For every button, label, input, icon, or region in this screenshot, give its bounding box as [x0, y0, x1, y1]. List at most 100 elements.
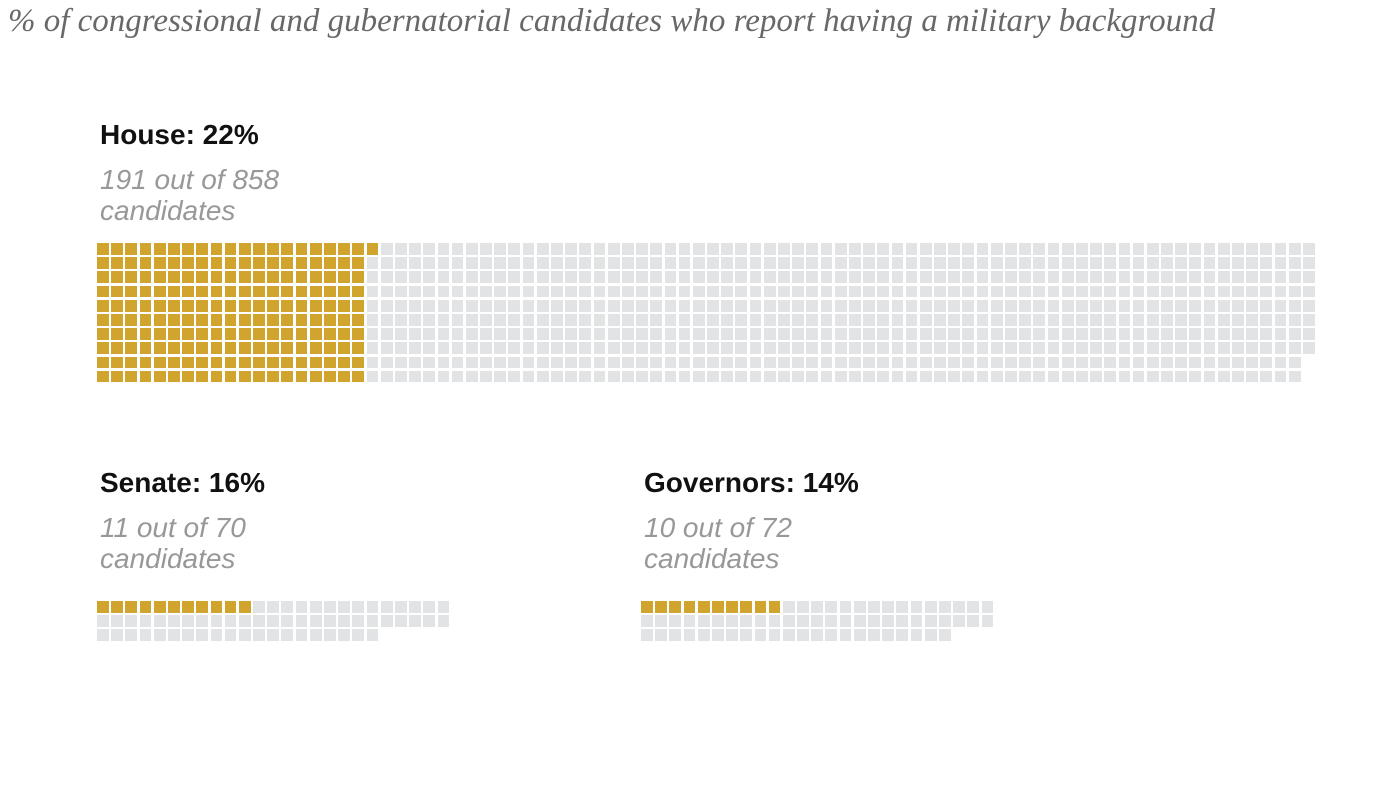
empty-cell — [735, 370, 748, 383]
filled-cell — [167, 313, 180, 326]
empty-cell — [394, 313, 407, 326]
empty-cell — [877, 271, 890, 284]
filled-cell — [97, 601, 109, 613]
empty-cell — [394, 370, 407, 383]
empty-cell — [962, 328, 975, 340]
empty-cell — [593, 271, 606, 284]
empty-cell — [551, 370, 563, 383]
filled-cell — [352, 243, 365, 255]
empty-cell — [650, 285, 663, 298]
empty-cell — [451, 313, 464, 326]
empty-cell — [380, 615, 393, 627]
empty-cell — [778, 285, 790, 298]
empty-cell — [1005, 342, 1017, 355]
filled-cell — [125, 342, 138, 355]
filled-cell — [324, 328, 336, 340]
empty-cell — [1189, 313, 1202, 326]
empty-cell — [655, 615, 667, 627]
empty-cell — [669, 629, 682, 642]
empty-cell — [1232, 370, 1244, 383]
empty-cell — [1075, 370, 1088, 383]
filled-cell — [196, 313, 209, 326]
filled-cell — [167, 271, 180, 284]
empty-cell — [749, 285, 762, 298]
empty-cell — [1047, 257, 1060, 269]
empty-cell — [1161, 271, 1173, 284]
empty-cell — [726, 629, 738, 642]
empty-cell — [508, 257, 521, 269]
empty-cell — [522, 299, 535, 312]
empty-cell — [451, 299, 464, 312]
empty-cell — [905, 299, 918, 312]
empty-cell — [919, 328, 932, 340]
waffle-row — [97, 629, 452, 643]
empty-cell — [366, 601, 379, 613]
empty-cell — [919, 243, 932, 255]
empty-cell — [735, 271, 748, 284]
empty-cell — [1232, 299, 1244, 312]
waffle-row — [97, 257, 1317, 271]
empty-cell — [863, 342, 875, 355]
empty-cell — [1175, 257, 1188, 269]
empty-cell — [1161, 257, 1173, 269]
empty-cell — [1161, 328, 1173, 340]
filled-cell — [210, 313, 223, 326]
empty-cell — [655, 629, 667, 642]
filled-cell — [338, 370, 350, 383]
empty-cell — [641, 629, 653, 642]
empty-cell — [778, 257, 790, 269]
empty-cell — [295, 629, 308, 642]
empty-cell — [1189, 257, 1202, 269]
empty-cell — [763, 271, 776, 284]
filled-cell — [125, 285, 138, 298]
empty-cell — [536, 356, 549, 369]
filled-cell — [125, 601, 138, 613]
empty-cell — [423, 271, 436, 284]
empty-cell — [1061, 271, 1074, 284]
filled-cell — [253, 328, 265, 340]
empty-cell — [763, 243, 776, 255]
filled-cell — [182, 299, 194, 312]
empty-cell — [522, 243, 535, 255]
empty-cell — [877, 243, 890, 255]
empty-cell — [1132, 313, 1145, 326]
filled-cell — [352, 299, 365, 312]
empty-cell — [167, 615, 180, 627]
filled-cell — [641, 601, 653, 613]
empty-cell — [409, 271, 421, 284]
empty-cell — [579, 299, 592, 312]
empty-cell — [380, 342, 393, 355]
empty-cell — [636, 356, 648, 369]
empty-cell — [905, 370, 918, 383]
empty-cell — [919, 257, 932, 269]
filled-cell — [238, 313, 251, 326]
filled-cell — [309, 271, 322, 284]
empty-cell — [480, 271, 492, 284]
empty-cell — [1288, 243, 1301, 255]
empty-cell — [607, 243, 620, 255]
empty-cell — [650, 271, 663, 284]
empty-cell — [1288, 328, 1301, 340]
empty-cell — [976, 356, 989, 369]
empty-cell — [465, 271, 478, 284]
empty-cell — [1189, 243, 1202, 255]
empty-cell — [1061, 243, 1074, 255]
empty-cell — [593, 257, 606, 269]
empty-cell — [938, 629, 951, 642]
empty-cell — [607, 356, 620, 369]
empty-cell — [905, 271, 918, 284]
empty-cell — [868, 615, 880, 627]
filled-cell — [238, 342, 251, 355]
filled-cell — [167, 356, 180, 369]
empty-cell — [636, 342, 648, 355]
empty-cell — [1019, 328, 1031, 340]
empty-cell — [465, 370, 478, 383]
filled-cell — [366, 243, 379, 255]
empty-cell — [451, 328, 464, 340]
empty-cell — [366, 328, 379, 340]
empty-cell — [650, 342, 663, 355]
filled-cell — [267, 257, 280, 269]
empty-cell — [1146, 271, 1159, 284]
empty-cell — [636, 299, 648, 312]
empty-cell — [707, 257, 719, 269]
